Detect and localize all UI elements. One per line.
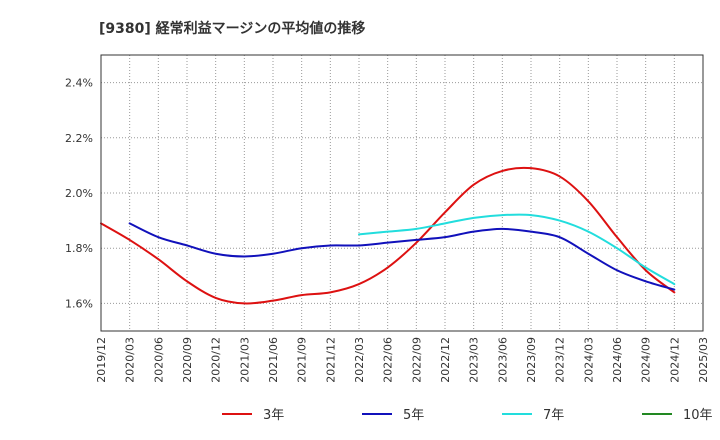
series-line-3 (358, 213, 676, 286)
x-tick-label: 2021/09 (296, 337, 309, 383)
x-tick-label: 2023/03 (468, 337, 481, 383)
x-tick-label: 2020/12 (210, 337, 223, 383)
y-tick-label: 2.2% (65, 132, 93, 145)
x-tick-label: 2025/03 (697, 337, 710, 383)
grid (100, 55, 704, 331)
x-tick-label: 2022/03 (353, 337, 366, 383)
x-tick-label: 2024/09 (640, 337, 653, 383)
x-tick-label: 2020/09 (181, 337, 194, 383)
legend-label: 10年 (683, 408, 713, 423)
x-tick-label: 2023/06 (496, 337, 509, 383)
x-tick-label: 2019/12 (95, 337, 108, 383)
x-tick-label: 2021/06 (267, 337, 280, 383)
x-tick-label: 2023/12 (554, 337, 567, 383)
chart-title: [9380] 経常利益マージンの平均値の推移 (99, 20, 365, 37)
legend-label: 3年 (263, 408, 284, 423)
x-tick-label: 2020/03 (124, 337, 137, 383)
x-tick-label: 2022/06 (382, 337, 395, 383)
legend-label: 5年 (403, 408, 424, 423)
series-line-2 (128, 222, 676, 291)
x-tick-label: 2021/12 (324, 337, 337, 383)
x-tick-label: 2022/12 (439, 337, 452, 383)
y-tick-label: 2.4% (65, 77, 93, 90)
x-tick-label: 2020/06 (152, 337, 165, 383)
y-tick-label: 1.8% (65, 242, 93, 255)
series-lines (100, 166, 676, 305)
x-tick-label: 2024/03 (582, 337, 595, 383)
plot-area-frame (100, 54, 704, 332)
x-tick-label: 2022/09 (410, 337, 423, 383)
x-tick-label: 2021/03 (238, 337, 251, 383)
legend-label: 7年 (543, 408, 564, 423)
x-tick-label: 2024/12 (668, 337, 681, 383)
y-tick-label: 2.0% (65, 187, 93, 200)
x-tick-label: 2024/06 (611, 337, 624, 383)
x-axis-ticks: 2019/12 2020/03 2020/06 2020/09 2020/12 2021/… (95, 337, 710, 383)
legend: 3年 5年 7年 10年 (222, 408, 713, 423)
y-tick-label: 1.6% (65, 297, 93, 310)
x-tick-label: 2023/09 (525, 337, 538, 383)
series-line-1 (100, 166, 676, 305)
y-axis-ticks: 1.6% 1.8% 2.0% 2.2% 2.4% (65, 77, 93, 311)
